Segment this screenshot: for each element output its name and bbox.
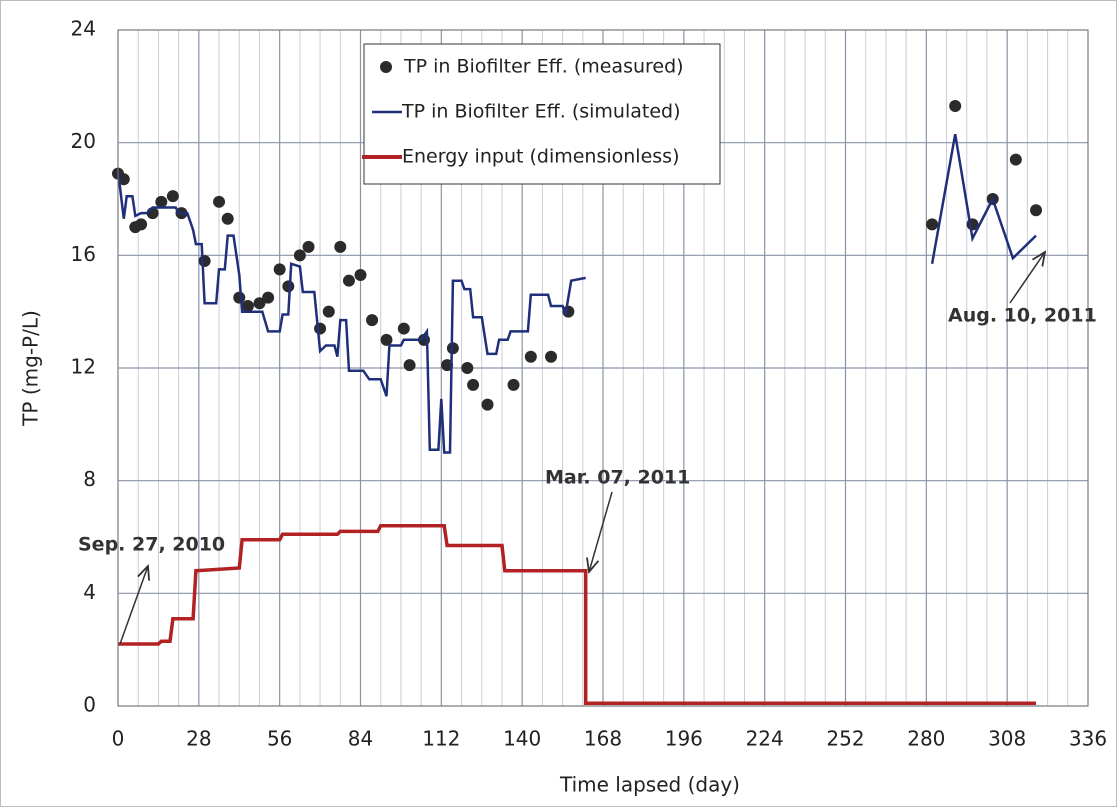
data-line [116, 133, 1037, 454]
data-point [481, 398, 494, 411]
y-tick-label: 4 [83, 580, 96, 604]
data-point [273, 263, 286, 276]
legend-label: TP in Biofilter Eff. (simulated) [401, 101, 681, 123]
annotation-arrow [119, 566, 148, 645]
legend-label: Energy input (dimensionless) [402, 146, 680, 168]
data-point [366, 314, 379, 327]
data-point [253, 297, 266, 310]
data-point [403, 359, 416, 372]
data-point [198, 254, 211, 267]
data-point [117, 173, 130, 186]
y-axis-label: TP (mg-P/L) [19, 310, 43, 427]
data-point [302, 240, 315, 253]
x-tick-label: 84 [348, 727, 373, 751]
plot [112, 100, 1043, 705]
x-tick-label: 252 [826, 727, 864, 751]
data-point [221, 212, 234, 225]
plot-border [117, 29, 1089, 707]
annotation-arrow [589, 491, 613, 572]
data-point [262, 291, 275, 304]
x-tick-label: 140 [503, 727, 541, 751]
data-point [1009, 153, 1022, 166]
data-point [282, 280, 295, 293]
data-point [949, 100, 962, 113]
x-tick-label: 224 [746, 727, 784, 751]
y-tick-label: 20 [71, 129, 96, 153]
data-point [380, 333, 393, 346]
data-point [441, 359, 454, 372]
data-line [118, 523, 1036, 705]
data-point [524, 350, 537, 363]
data-point [314, 322, 327, 335]
legend-label: TP in Biofilter Eff. (measured) [403, 56, 684, 78]
annotation-arrow [1009, 252, 1045, 304]
x-tick-label: 336 [1069, 727, 1107, 751]
data-point [293, 249, 306, 262]
x-tick-label: 28 [186, 727, 211, 751]
x-tick-label: 56 [267, 727, 292, 751]
annotation: Sep. 27, 2010 [78, 534, 225, 556]
data-point [135, 218, 148, 231]
y-tick-label: 16 [71, 242, 96, 266]
annotation: Mar. 07, 2011 [545, 467, 690, 489]
data-point [342, 274, 355, 287]
x-axis-label: Time lapsed (day) [559, 773, 740, 797]
data-point [461, 362, 474, 374]
data-point [166, 190, 179, 203]
data-point [322, 305, 335, 318]
x-tick-label: 0 [112, 727, 125, 751]
data-point [233, 291, 246, 304]
legend [363, 43, 721, 185]
y-tick-label: 24 [71, 17, 96, 41]
x-tick-label: 280 [907, 727, 945, 751]
x-tick-label: 112 [422, 727, 460, 751]
data-point [926, 218, 939, 231]
y-tick-label: 12 [71, 355, 96, 379]
legend-marker [380, 61, 392, 73]
x-tick-label: 308 [988, 727, 1026, 751]
data-point [334, 240, 347, 253]
annotation: Aug. 10, 2011 [948, 305, 1097, 327]
x-tick-label: 168 [584, 727, 622, 751]
y-tick-label: 8 [83, 467, 96, 491]
y-tick-label: 0 [83, 693, 96, 717]
data-point [467, 378, 480, 391]
data-point [155, 195, 168, 208]
data-point [241, 300, 254, 313]
data-point [397, 322, 410, 335]
data-point [507, 378, 520, 391]
data-point [1030, 204, 1043, 217]
data-point [545, 350, 558, 363]
data-point [354, 269, 367, 282]
x-tick-label: 196 [665, 727, 703, 751]
data-point [213, 195, 226, 208]
